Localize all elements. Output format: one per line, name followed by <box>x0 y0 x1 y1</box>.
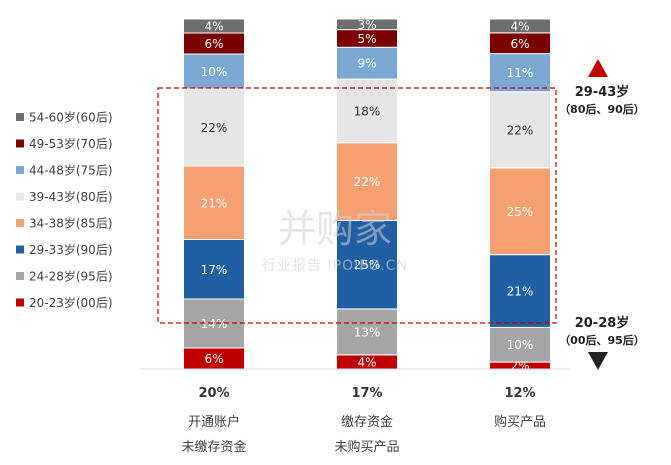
category-label-1-1: 未购买产品 <box>334 439 399 455</box>
category-label-0-1: 未缴存资金 <box>181 439 246 455</box>
bar-segment-1-1 <box>336 308 398 356</box>
bar-segment-2-3 <box>489 167 551 256</box>
segment-label-2-1: 10% <box>507 338 534 352</box>
segment-label-1-4: 18% <box>354 104 381 118</box>
bar-segment-2-2 <box>489 254 551 328</box>
legend-swatch-0 <box>16 298 24 307</box>
bar-segment-1-2 <box>336 220 398 310</box>
bars: 6% 14% 17% 21% 22% 10% 6% 4% 4% 13% 25% 22% 18% 9% 5%3… <box>183 18 551 373</box>
segment-label-0-1: 14% <box>201 317 228 331</box>
totals: 20% 17% 12% <box>198 386 535 401</box>
segment-label-1-0: 4% <box>357 355 376 369</box>
legend-label-5: 44-48岁(75后) <box>29 163 113 178</box>
legend: 54-60岁(60后) 49-53岁(70后) 44-48岁(75后) 39-43岁(… <box>16 110 113 310</box>
bar-segment-1-4 <box>336 78 398 144</box>
segment-label-0-7: 4% <box>204 20 223 34</box>
arrow-up-icon <box>588 59 608 77</box>
bar-segment-1-7 <box>336 18 398 31</box>
bar-segment-0-3 <box>183 165 245 240</box>
segment-label-0-0: 6% <box>204 352 223 366</box>
bar-segment-0-7 <box>183 18 245 34</box>
segment-label-2-6: 6% <box>510 37 529 51</box>
watermark-sub: 行业报告 IPOIPO.CN <box>262 258 408 274</box>
segment-label-0-4: 22% <box>201 121 228 135</box>
arrow-down-icon <box>588 352 608 370</box>
segment-label-0-2: 17% <box>201 263 228 277</box>
highlight-box-29-43 <box>157 87 557 324</box>
legend-swatch-4 <box>16 192 24 201</box>
legend-label-1: 24-28岁(95后) <box>29 269 113 284</box>
category-label-2-0: 购买产品 <box>494 414 546 430</box>
bar-segment-2-7 <box>489 18 551 34</box>
segment-label-1-3: 22% <box>354 175 381 189</box>
legend-label-3: 34-38岁(85后) <box>29 216 113 231</box>
bar-segment-1-5 <box>336 46 398 80</box>
legend-swatch-2 <box>16 245 24 254</box>
segment-label-2-2: 21% <box>507 285 534 299</box>
segment-label-0-5: 10% <box>201 65 228 79</box>
segment-label-1-1: 13% <box>354 325 381 339</box>
legend-label-7: 54-60岁(60后) <box>29 110 113 125</box>
upper-annotation-sub: （80后、90后） <box>559 102 645 116</box>
bar-segment-1-3 <box>336 142 398 222</box>
lower-annotation-sub: （00后、95后） <box>559 333 645 347</box>
total-label-1: 17% <box>351 386 382 401</box>
category-label-0-0: 开通账户 <box>188 414 240 430</box>
segment-label-1-5: 9% <box>357 57 376 71</box>
bar-segment-0-4 <box>183 88 245 167</box>
bar-segment-2-5 <box>489 53 551 93</box>
legend-swatch-3 <box>16 219 24 227</box>
total-label-2: 12% <box>504 386 535 401</box>
legend-swatch-6 <box>16 139 24 148</box>
legend-label-6: 49-53岁(70后) <box>29 136 113 151</box>
upper-annotation-title: 29-43岁 <box>575 84 630 100</box>
legend-label-0: 20-23岁(00后) <box>29 295 113 310</box>
bar-segment-2-1 <box>489 326 551 363</box>
segment-label-0-3: 21% <box>201 196 228 210</box>
segment-label-2-5: 11% <box>507 66 534 80</box>
bar-segment-2-4 <box>489 91 551 169</box>
legend-label-4: 39-43岁(80后) <box>29 189 113 204</box>
legend-swatch-1 <box>16 272 24 280</box>
category-label-1-0: 缴存资金 <box>341 414 393 430</box>
legend-swatch-7 <box>16 113 24 121</box>
segment-label-2-4: 22% <box>507 123 534 137</box>
lower-annotation-title: 20-28岁 <box>575 315 630 331</box>
annotations: 29-43岁 （80后、90后） 20-28岁 （00后、95后） <box>559 59 645 370</box>
watermark: 并购家 行业报告 IPOIPO.CN <box>262 207 408 274</box>
segment-label-1-6: 5% <box>357 32 376 46</box>
segment-label-1-2: 25% <box>354 258 381 272</box>
legend-label-2: 29-33岁(90后) <box>29 242 113 257</box>
segment-label-2-3: 25% <box>507 205 534 219</box>
bar-segment-0-5 <box>183 53 245 90</box>
watermark-main: 并购家 <box>278 207 392 251</box>
legend-swatch-5 <box>16 166 24 174</box>
segment-label-0-6: 6% <box>204 37 223 51</box>
segment-label-1-7: 3% <box>357 18 376 32</box>
total-label-0: 20% <box>198 386 229 401</box>
segment-label-2-7: 4% <box>510 19 529 33</box>
